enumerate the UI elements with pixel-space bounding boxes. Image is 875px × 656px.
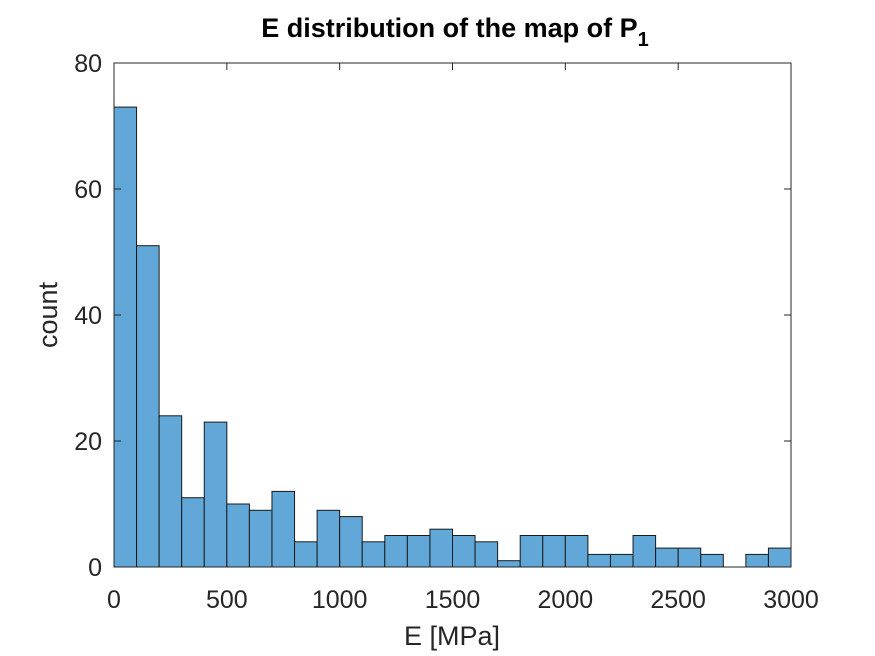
x-axis-ticks: 0 500 1000 1500 2000 2500 3000 (107, 63, 819, 614)
x-tick-label: 500 (206, 586, 248, 614)
histogram-bar (655, 547, 679, 568)
histogram-bar (745, 553, 769, 568)
histogram-bar (677, 547, 702, 568)
histogram-bar (609, 553, 634, 568)
histogram-bar (113, 106, 138, 568)
histogram-bar (632, 535, 657, 568)
histogram-bar (587, 553, 611, 568)
y-tick-label: 40 (74, 302, 102, 330)
histogram-bar (519, 535, 544, 568)
histogram-bar (271, 490, 296, 568)
histogram-bar (361, 541, 386, 568)
y-axis-ticks: 0 20 40 60 80 (74, 50, 791, 582)
histogram-bar (497, 560, 521, 568)
x-tick-label: 2000 (538, 586, 594, 614)
histogram-bar (203, 421, 228, 568)
histogram-bar (429, 528, 453, 568)
y-axis-label: count (33, 281, 63, 348)
y-tick-label: 0 (88, 554, 102, 582)
x-tick-label: 3000 (763, 586, 819, 614)
histogram-bar (767, 547, 792, 568)
histogram-bar (700, 553, 724, 568)
histogram-bar (542, 535, 566, 568)
x-axis-label: E [MPa] (404, 621, 500, 651)
y-tick-label: 60 (74, 176, 102, 204)
histogram-bar (406, 535, 431, 568)
x-tick-label: 0 (107, 586, 121, 614)
x-tick-label: 1500 (425, 586, 481, 614)
histogram-bar (384, 535, 408, 568)
x-tick-label: 1000 (312, 586, 368, 614)
histogram-bar (248, 509, 273, 568)
histogram-bar (452, 535, 476, 568)
chart-title: E distribution of the map of P1 (261, 13, 649, 51)
histogram-bar (136, 245, 160, 568)
histogram-bar (339, 516, 363, 568)
histogram-bar (564, 535, 589, 568)
histogram-bar (316, 509, 341, 568)
histogram-bar (158, 415, 183, 568)
chart-title-main: E distribution of the map of P (261, 13, 637, 43)
histogram-bar (226, 503, 250, 568)
histogram-bar (181, 497, 205, 568)
bars-group (113, 106, 792, 568)
histogram-bar (474, 541, 499, 568)
y-tick-label: 20 (74, 428, 102, 456)
chart-title-subscript: 1 (638, 29, 649, 51)
histogram-bar (294, 541, 318, 568)
x-tick-label: 2500 (650, 586, 706, 614)
y-tick-label: 80 (74, 50, 102, 78)
